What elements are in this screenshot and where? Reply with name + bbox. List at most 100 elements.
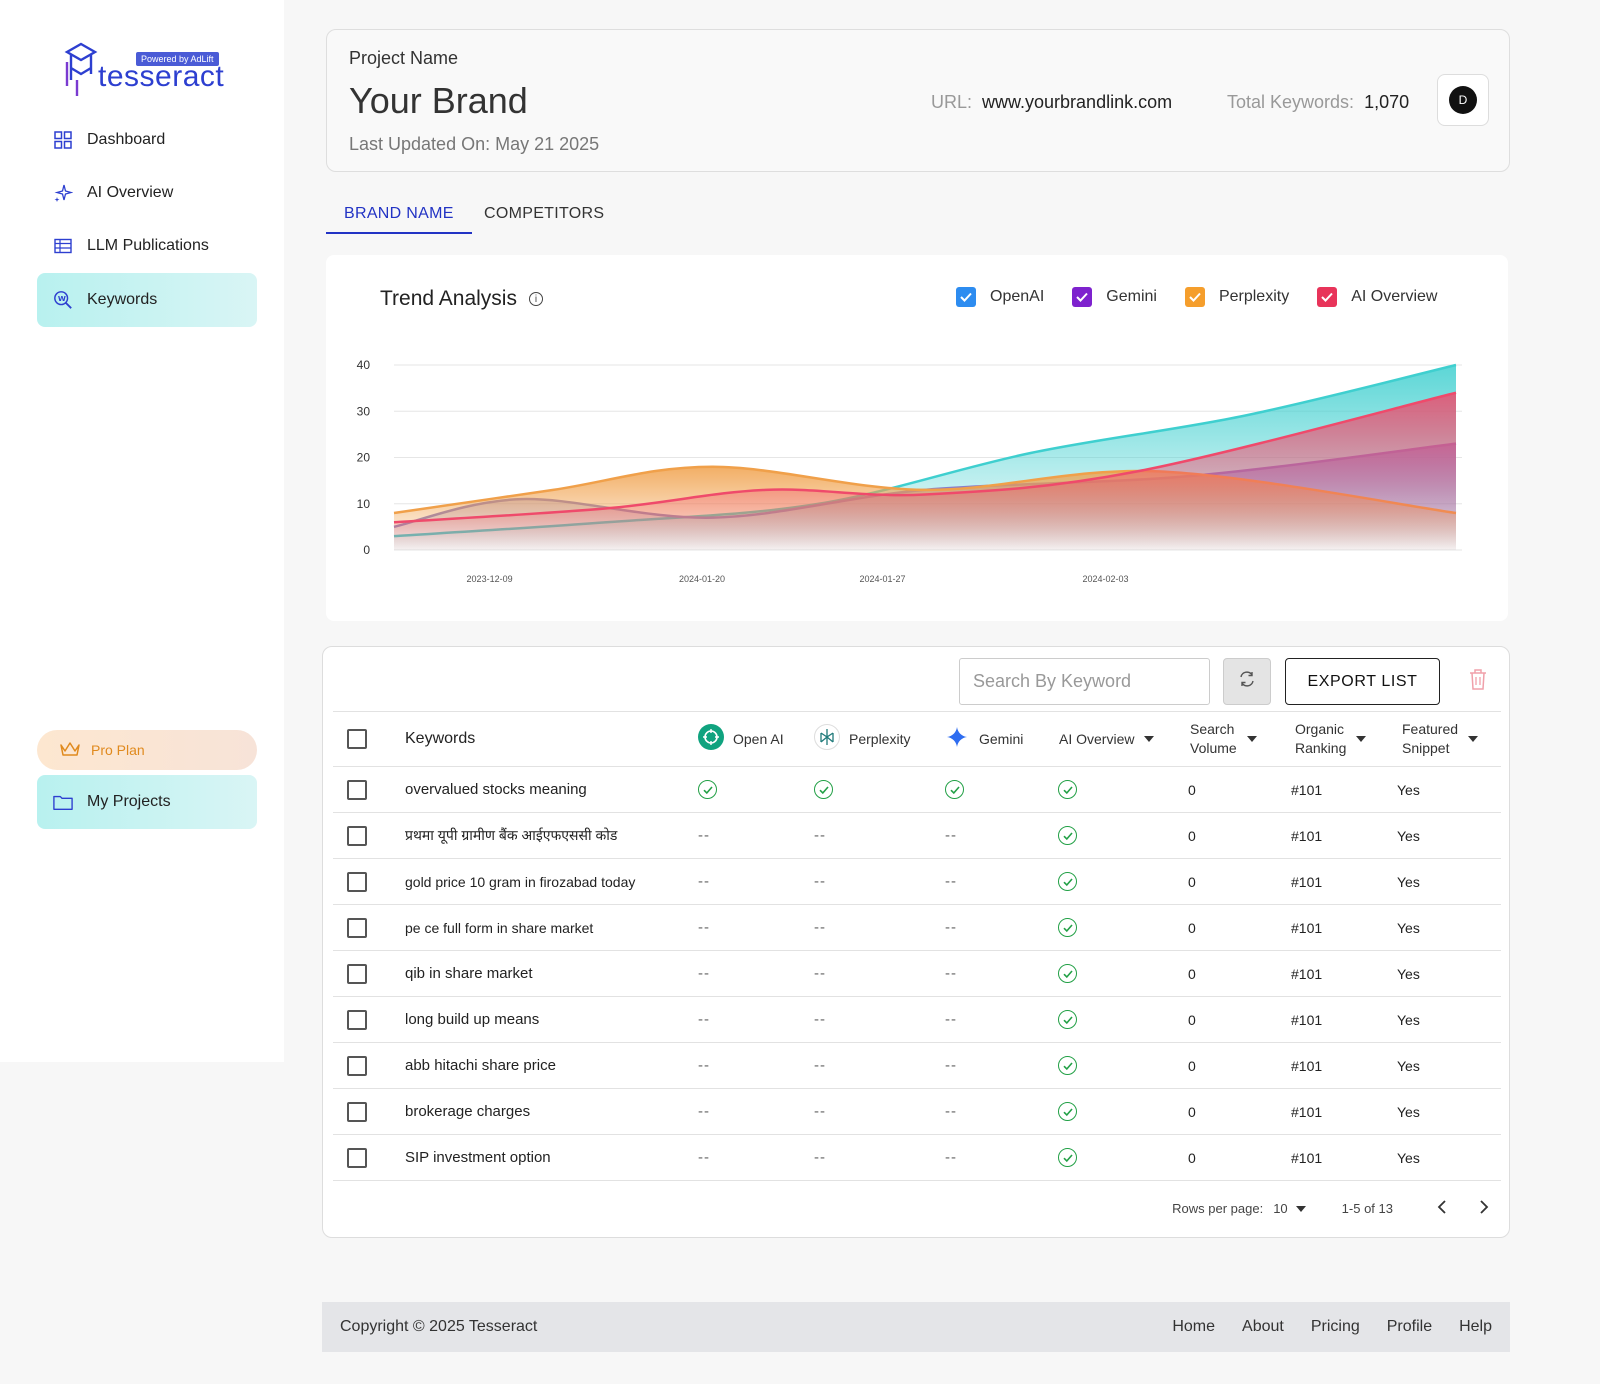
checkbox-checked-icon[interactable] [1317, 287, 1338, 307]
footer-link-profile[interactable]: Profile [1386, 1318, 1433, 1335]
select-all-checkbox[interactable] [347, 729, 367, 749]
sidebar-item-dashboard[interactable]: Dashboard [37, 113, 257, 167]
gemini-cell: -- [945, 827, 957, 844]
info-icon[interactable]: i [528, 292, 543, 306]
keyword-cell[interactable]: long build up means [405, 1011, 540, 1028]
col-search-volume[interactable]: Search Volume [1190, 712, 1257, 766]
col-featured-snippet[interactable]: Featured Snippet [1402, 712, 1479, 766]
col-organic-ranking[interactable]: Organic Ranking [1295, 712, 1367, 766]
table-row[interactable]: brokerage charges -- -- -- 0 #101 Yes [333, 1089, 1501, 1135]
organic-ranking-cell: #101 [1291, 827, 1323, 844]
row-checkbox[interactable] [347, 825, 367, 846]
table-row[interactable]: gold price 10 gram in firozabad today -- -… [333, 859, 1501, 905]
total-keywords: Total Keywords: 1,070 [1227, 92, 1409, 113]
checkbox-checked-icon[interactable] [956, 287, 976, 307]
footer-link-pricing[interactable]: Pricing [1310, 1318, 1360, 1335]
x-tick-label: 2023-12-09 [467, 574, 513, 584]
user-avatar-button[interactable]: D [1437, 74, 1489, 126]
logo-wordmark: tesseract [98, 60, 225, 93]
check-circle-icon [945, 780, 964, 799]
table-row[interactable]: pe ce full form in share market -- -- -- 0 #1… [333, 905, 1501, 951]
url-value[interactable]: www.yourbrandlink.com [982, 92, 1173, 112]
next-page-button[interactable] [1479, 1200, 1489, 1217]
sort-caret-icon[interactable] [1246, 736, 1257, 742]
sidebar-item-label: Dashboard [87, 131, 166, 148]
export-list-button[interactable]: EXPORT LIST [1285, 658, 1440, 705]
checkbox-checked-icon[interactable] [1072, 287, 1093, 307]
keyword-cell[interactable]: gold price 10 gram in firozabad today [405, 873, 636, 890]
row-checkbox-cell[interactable] [347, 905, 367, 950]
table-body: overvalued stocks meaning 0 #101 Yes प्रथमा … [333, 767, 1501, 1181]
chart-legend: OpenAI Gemini Perplexity AI Overview [956, 287, 1437, 307]
sort-caret-icon[interactable] [1468, 736, 1479, 742]
footer-link-help[interactable]: Help [1459, 1318, 1492, 1335]
legend-ai-overview[interactable]: AI Overview [1317, 287, 1437, 307]
pro-plan-label: Pro Plan [91, 742, 145, 758]
footer-link-home[interactable]: Home [1172, 1318, 1216, 1335]
check-circle-icon [1058, 1102, 1077, 1121]
sidebar-item-ai-overview[interactable]: AI Overview [37, 166, 257, 220]
table-row[interactable]: प्रथमा यूपी ग्रामीण बैंक आईएफएससी कोड -- -… [333, 813, 1501, 859]
tab-competitors[interactable]: COMPETITORS [484, 205, 605, 222]
row-checkbox[interactable] [347, 917, 367, 938]
table-row[interactable]: SIP investment option -- -- -- 0 #101 Yes [333, 1135, 1501, 1181]
keyword-cell[interactable]: qib in share market [405, 965, 533, 982]
featured-snippet-cell: Yes [1397, 1149, 1420, 1166]
col-ai-overview[interactable]: AI Overview [1059, 712, 1155, 766]
table-row[interactable]: long build up means -- -- -- 0 #101 Yes [333, 997, 1501, 1043]
row-checkbox[interactable] [347, 779, 367, 800]
row-checkbox[interactable] [347, 1009, 367, 1030]
keyword-cell[interactable]: brokerage charges [405, 1103, 531, 1120]
row-checkbox[interactable] [347, 871, 367, 892]
row-checkbox-cell[interactable] [347, 1089, 367, 1134]
check-circle-icon [814, 780, 833, 799]
keyword-cell[interactable]: SIP investment option [405, 1149, 551, 1166]
row-checkbox-cell[interactable] [347, 951, 367, 996]
legend-gemini[interactable]: Gemini [1072, 287, 1157, 307]
featured-snippet-cell: Yes [1397, 965, 1420, 982]
row-checkbox-cell[interactable] [347, 1043, 367, 1088]
sparkle-icon [53, 183, 73, 203]
table-row[interactable]: qib in share market -- -- -- 0 #101 Yes [333, 951, 1501, 997]
sort-caret-icon[interactable] [1356, 736, 1367, 742]
openai-cell: -- [698, 827, 710, 844]
search-input[interactable] [959, 658, 1210, 705]
sidebar-item-llm-publications[interactable]: LLM Publications [37, 219, 257, 273]
rows-per-page-select[interactable]: 10 [1273, 1201, 1306, 1216]
col-perplexity: Perplexity [814, 712, 910, 766]
series-area-ai-overview [394, 392, 1456, 550]
organic-ranking-cell: #101 [1291, 919, 1323, 936]
table-row[interactable]: abb hitachi share price -- -- -- 0 #101 Yes [333, 1043, 1501, 1089]
row-checkbox-cell[interactable] [347, 813, 367, 858]
legend-openai[interactable]: OpenAI [956, 287, 1044, 307]
row-checkbox-cell[interactable] [347, 767, 367, 812]
footer-link-about[interactable]: About [1242, 1318, 1284, 1335]
sidebar-item-label: Keywords [87, 291, 158, 308]
prev-page-button[interactable] [1437, 1200, 1447, 1217]
keyword-cell[interactable]: pe ce full form in share market [405, 919, 594, 936]
row-checkbox-cell[interactable] [347, 1135, 367, 1180]
keyword-cell[interactable]: overvalued stocks meaning [405, 781, 587, 798]
sort-caret-icon[interactable] [1144, 736, 1155, 742]
keyword-cell[interactable]: प्रथमा यूपी ग्रामीण बैंक आईएफएससी कोड [405, 827, 618, 843]
refresh-button[interactable] [1223, 658, 1271, 705]
tab-brand-name[interactable]: BRAND NAME [326, 196, 472, 234]
ai-overview-cell [1058, 767, 1077, 812]
row-checkbox-cell[interactable] [347, 997, 367, 1042]
row-checkbox[interactable] [347, 1055, 367, 1076]
sidebar-item-keywords[interactable]: W Keywords [37, 273, 257, 327]
keyword-cell[interactable]: abb hitachi share price [405, 1057, 556, 1074]
table-row[interactable]: overvalued stocks meaning 0 #101 Yes [333, 767, 1501, 813]
row-checkbox[interactable] [347, 1147, 367, 1168]
pro-plan-button[interactable]: Pro Plan [37, 730, 257, 770]
row-checkbox[interactable] [347, 1101, 367, 1122]
delete-button[interactable] [1466, 668, 1490, 693]
tesseract-logo[interactable]: Powered by AdLift tesseract [64, 40, 234, 102]
legend-perplexity[interactable]: Perplexity [1184, 287, 1289, 307]
row-checkbox[interactable] [347, 963, 367, 984]
my-projects-button[interactable]: My Projects [37, 775, 257, 829]
checkbox-checked-icon[interactable] [1184, 287, 1205, 307]
y-tick-label: 40 [357, 358, 371, 372]
row-checkbox-cell[interactable] [347, 859, 367, 904]
select-all-checkbox-cell[interactable] [347, 712, 367, 766]
